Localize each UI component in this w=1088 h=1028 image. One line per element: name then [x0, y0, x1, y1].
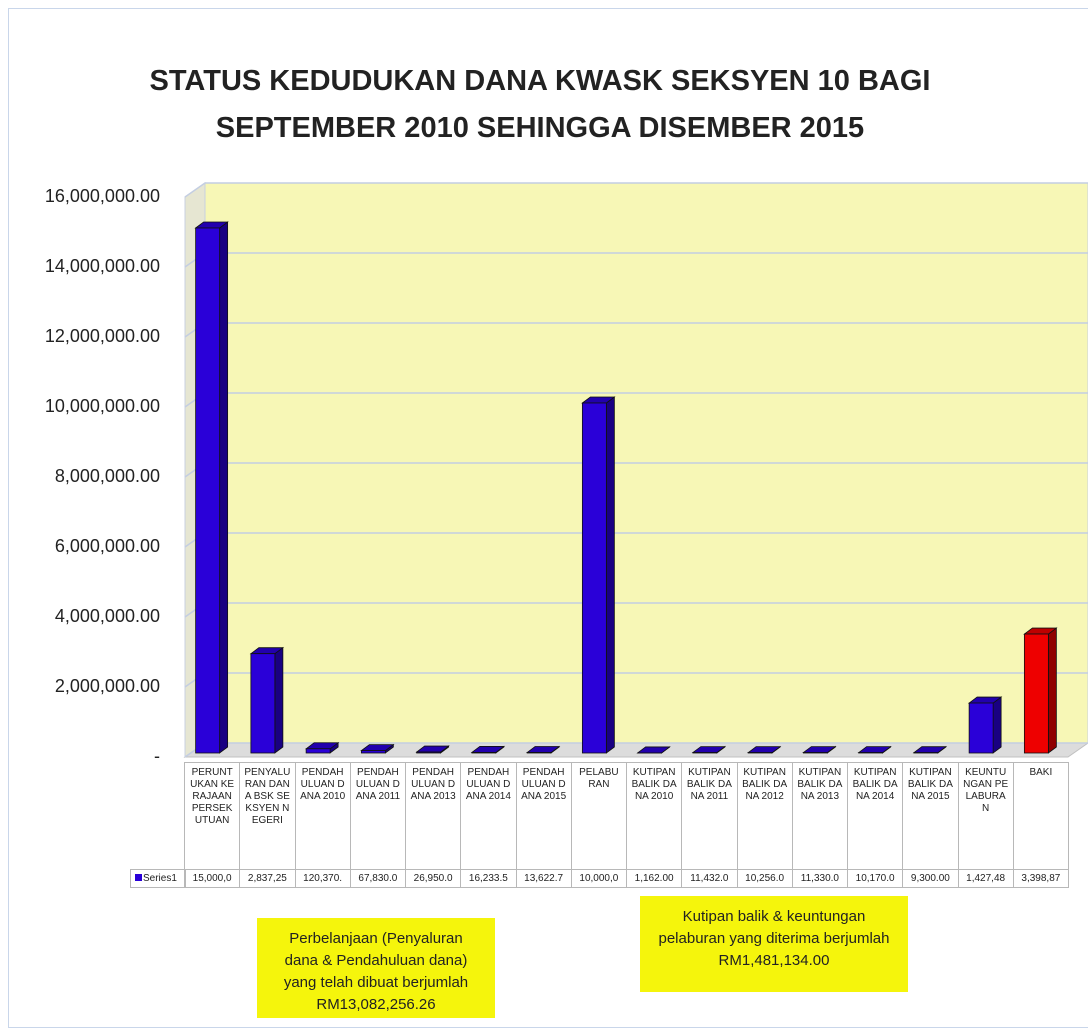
legend-key	[135, 874, 142, 881]
category-label: KUTIPAN BALIK DANA 2014	[847, 762, 903, 870]
data-label: 10,170.0	[847, 869, 903, 888]
annotation: Perbelanjaan (Penyaluran dana & Pendahul…	[257, 918, 495, 1018]
data-label: 11,432.0	[681, 869, 737, 888]
bar	[361, 751, 385, 753]
bar	[417, 752, 441, 753]
data-label: 67,830.0	[350, 869, 406, 888]
data-label: 1,427,48	[958, 869, 1014, 888]
data-label: 9,300.00	[902, 869, 958, 888]
bar-group	[582, 397, 614, 753]
data-label: 11,330.0	[792, 869, 848, 888]
category-label: PENDAHULUAN DANA 2010	[295, 762, 351, 870]
bar	[969, 703, 993, 753]
legend-entry: Series1	[130, 869, 186, 888]
y-tick-label: 10,000,000.00	[45, 396, 160, 416]
category-label: KEUNTUNGAN PELABURAN	[958, 762, 1014, 870]
category-label: PERUNTUKAN KERAJAAN PERSEKUTUAN	[184, 762, 240, 870]
category-label: PENDAHULUAN DANA 2015	[516, 762, 572, 870]
category-label: KUTIPAN BALIK DANA 2012	[737, 762, 793, 870]
data-label: 2,837,25	[239, 869, 295, 888]
data-label: 13,622.7	[516, 869, 572, 888]
bar-side	[993, 697, 1001, 753]
bar-group	[251, 648, 283, 753]
bar-side	[606, 397, 614, 753]
bar	[472, 752, 496, 753]
category-label: KUTIPAN BALIK DANA 2015	[902, 762, 958, 870]
y-tick-label: 16,000,000.00	[45, 186, 160, 206]
y-tick-label: 8,000,000.00	[55, 466, 160, 486]
category-label: PENYALURAN DANA BSK SEKSYEN NEGERI	[239, 762, 295, 870]
data-label: 3,398,87	[1013, 869, 1069, 888]
y-tick-label: 4,000,000.00	[55, 606, 160, 626]
data-label: 10,000,0	[571, 869, 627, 888]
bar-side	[275, 648, 283, 753]
bar-side	[1048, 628, 1056, 753]
bar	[306, 749, 330, 753]
category-label: BAKI	[1013, 762, 1069, 870]
data-label: 1,162.00	[626, 869, 682, 888]
chart-title: STATUS KEDUDUKAN DANA KWASK SEKSYEN 10 B…	[90, 58, 990, 152]
bar	[1024, 634, 1048, 753]
category-label: PELABURAN	[571, 762, 627, 870]
bar-group	[969, 697, 1001, 753]
bar-group	[1024, 628, 1056, 753]
bar-group	[196, 222, 228, 753]
bar-side	[220, 222, 228, 753]
y-tick-label: 14,000,000.00	[45, 256, 160, 276]
y-tick-label: 2,000,000.00	[55, 676, 160, 696]
data-label: 26,950.0	[405, 869, 461, 888]
bar	[251, 654, 275, 753]
legend-label: Series1	[143, 873, 177, 884]
category-label: PENDAHULUAN DANA 2013	[405, 762, 461, 870]
category-label: PENDAHULUAN DANA 2011	[350, 762, 406, 870]
data-label: 10,256.0	[737, 869, 793, 888]
y-tick-label: 12,000,000.00	[45, 326, 160, 346]
category-label: KUTIPAN BALIK DANA 2011	[681, 762, 737, 870]
category-label: KUTIPAN BALIK DANA 2013	[792, 762, 848, 870]
category-label: PENDAHULUAN DANA 2014	[460, 762, 516, 870]
y-tick-label: -	[154, 746, 160, 766]
annotation: Kutipan balik & keuntungan pelaburan yan…	[640, 896, 908, 992]
bar	[196, 228, 220, 753]
data-label: 120,370.	[295, 869, 351, 888]
data-label: 16,233.5	[460, 869, 516, 888]
bar	[582, 403, 606, 753]
category-label: KUTIPAN BALIK DANA 2010	[626, 762, 682, 870]
y-tick-label: 6,000,000.00	[55, 536, 160, 556]
data-label: 15,000,0	[184, 869, 240, 888]
